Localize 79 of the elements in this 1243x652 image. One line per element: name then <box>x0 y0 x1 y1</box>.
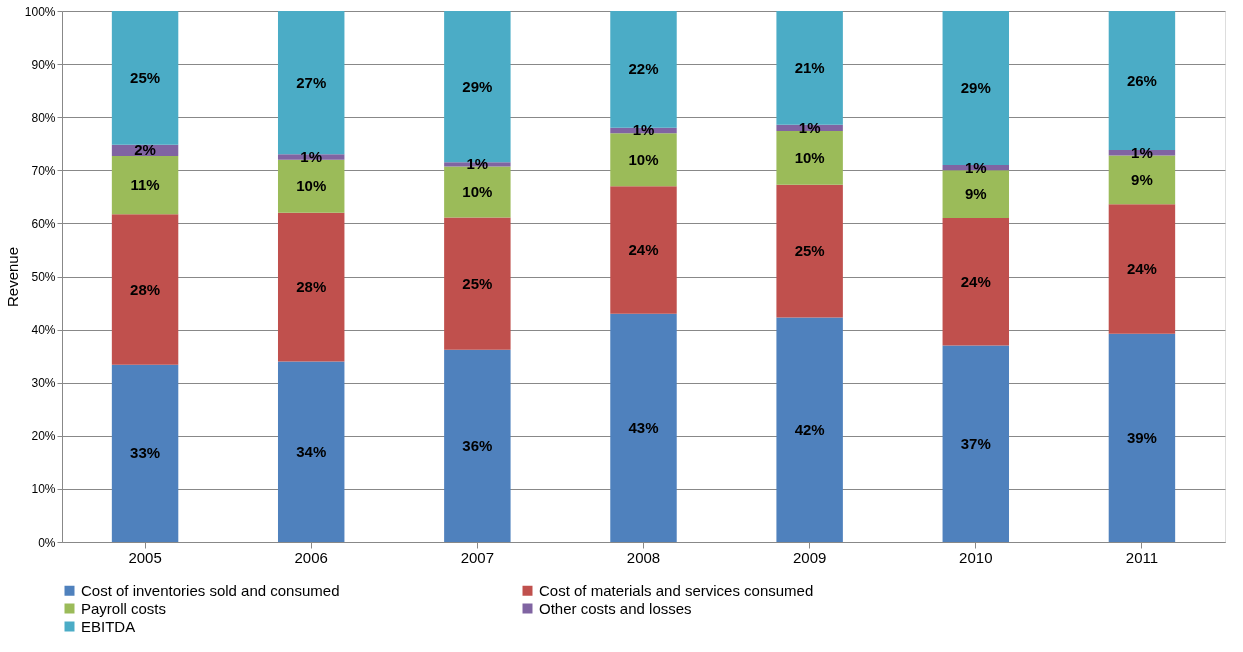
data-label: 1% <box>300 148 323 166</box>
y-tick-label: 0% <box>38 535 56 550</box>
legend-label: Payroll costs <box>81 599 167 617</box>
data-label: 42% <box>794 420 825 438</box>
data-label: 10% <box>794 148 825 166</box>
x-tick-label: 2009 <box>792 548 827 566</box>
bar <box>610 186 677 314</box>
bar <box>776 131 843 185</box>
bar <box>111 11 179 145</box>
bar <box>111 155 179 215</box>
bar <box>776 184 843 318</box>
y-tick-label: 40% <box>31 323 56 338</box>
y-tick-label: 10% <box>31 482 56 497</box>
y-tick-label: 90% <box>31 57 56 72</box>
data-label: 25% <box>462 274 493 292</box>
y-tick-label: 80% <box>31 110 56 125</box>
x-tick-label: 2011 <box>1125 548 1159 566</box>
bar <box>444 349 511 542</box>
bar <box>942 345 1010 542</box>
bar <box>776 317 843 542</box>
data-label: 22% <box>628 60 659 78</box>
data-label: 10% <box>628 150 659 168</box>
data-label: 28% <box>296 278 327 296</box>
y-tick-label: 100% <box>24 4 56 19</box>
data-label: 1% <box>632 121 655 139</box>
data-label: 1% <box>964 158 987 176</box>
x-tick-label: 2010 <box>959 548 993 566</box>
bar <box>1108 333 1176 542</box>
x-tick-label: 2005 <box>128 548 162 566</box>
bar <box>111 214 179 365</box>
bar <box>942 218 1010 346</box>
data-label: 9% <box>1131 170 1153 188</box>
data-label: 21% <box>794 58 825 76</box>
data-label: 29% <box>462 77 493 95</box>
x-tick-label: 2007 <box>460 548 495 566</box>
data-label: 39% <box>1126 428 1157 446</box>
bar <box>277 212 345 362</box>
legend-label: EBITDA <box>81 617 136 635</box>
bar <box>776 11 843 125</box>
x-tick-label: 2006 <box>294 548 328 566</box>
data-label: 9% <box>964 185 987 203</box>
data-label: 24% <box>960 272 991 290</box>
data-label: 10% <box>296 177 327 195</box>
data-label: 1% <box>466 155 489 173</box>
y-axis-title: Revenue <box>3 246 21 308</box>
legend-label: Other costs and losses <box>539 599 692 617</box>
data-label: 26% <box>1126 71 1157 89</box>
data-label: 43% <box>628 418 659 436</box>
bar <box>1108 204 1176 334</box>
bar <box>444 217 511 350</box>
data-label: 25% <box>130 68 161 86</box>
y-tick-label: 30% <box>31 376 56 391</box>
data-label: 1% <box>798 118 821 136</box>
bar <box>277 361 345 542</box>
data-label: 25% <box>794 242 825 260</box>
data-label: 24% <box>1126 260 1157 278</box>
y-tick-label: 70% <box>31 163 56 178</box>
x-tick-label: 2008 <box>626 548 661 566</box>
data-label: 29% <box>960 79 991 96</box>
bar <box>610 313 677 542</box>
y-tick-label: 20% <box>31 429 56 444</box>
bar <box>610 133 677 187</box>
data-label: 2% <box>134 141 156 159</box>
y-tick-label: 50% <box>31 270 56 284</box>
bar <box>111 364 179 542</box>
legend-label: Cost of materials and services consumed <box>539 581 814 599</box>
data-label: 11% <box>130 176 160 194</box>
data-label: 10% <box>462 183 493 201</box>
y-tick-label: 60% <box>31 216 56 231</box>
legend-label: Cost of inventories sold and consumed <box>81 581 340 599</box>
data-label: 27% <box>296 73 327 91</box>
data-label: 36% <box>462 436 493 454</box>
data-label: 28% <box>130 280 161 298</box>
bar <box>942 11 1010 165</box>
data-label: 37% <box>960 434 991 452</box>
data-label: 24% <box>628 240 659 258</box>
data-label: 1% <box>1131 143 1153 161</box>
data-label: 34% <box>296 442 327 460</box>
data-label: 33% <box>130 444 161 462</box>
